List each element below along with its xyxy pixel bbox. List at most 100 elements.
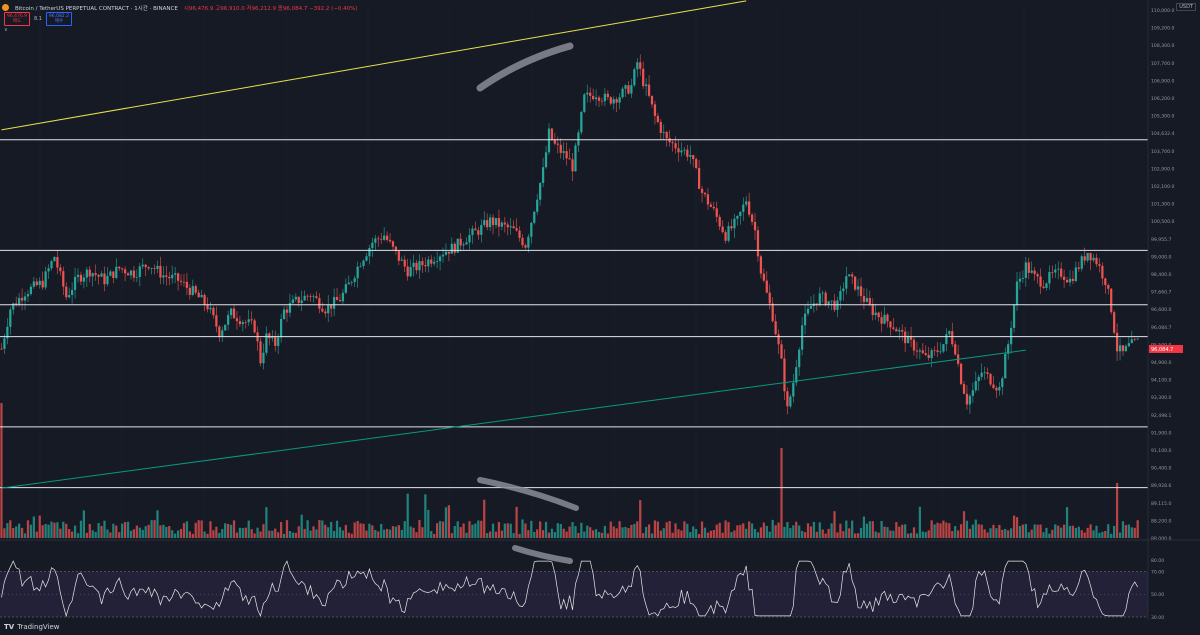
candle-body xyxy=(462,244,465,246)
tradingview-text: TradingView xyxy=(17,623,60,631)
candle-body xyxy=(553,139,556,144)
volume-bar xyxy=(465,532,468,538)
volume-bar xyxy=(171,530,174,538)
volume-bar xyxy=(1068,525,1072,538)
candle-body xyxy=(494,217,498,226)
volume-bar xyxy=(150,520,153,538)
volume-bar xyxy=(388,529,392,538)
volume-bar xyxy=(94,531,97,538)
collapse-chevron-icon[interactable]: ∨ xyxy=(4,27,8,33)
volume-bar xyxy=(453,526,456,538)
candle-body xyxy=(1136,338,1139,340)
volume-bar xyxy=(718,522,721,538)
volume-bar xyxy=(1062,524,1066,538)
volume-bar xyxy=(1118,532,1122,538)
volume-bar xyxy=(892,530,895,538)
candle-body xyxy=(977,376,980,382)
candle-body xyxy=(218,326,221,338)
candle-body xyxy=(615,99,618,103)
volume-bar xyxy=(1127,524,1130,538)
volume-bar xyxy=(0,403,3,538)
candle-body xyxy=(724,232,727,241)
candle-body xyxy=(1080,256,1083,269)
volume-bar xyxy=(441,521,445,538)
volume-bar xyxy=(112,523,115,538)
candle-body xyxy=(568,158,571,160)
volume-bar xyxy=(76,533,80,538)
volume-bar xyxy=(871,521,874,538)
candle-body xyxy=(371,242,374,249)
volume-bar xyxy=(468,521,471,538)
candle-body xyxy=(839,291,842,301)
volume-bar xyxy=(1083,532,1086,538)
candle-body xyxy=(56,257,59,268)
volume-bar xyxy=(506,523,509,538)
volume-bar xyxy=(1080,530,1083,538)
volume-bar xyxy=(650,533,654,538)
candle-body xyxy=(1004,353,1007,379)
candle-body xyxy=(244,322,247,323)
volume-bar xyxy=(300,514,303,538)
volume-bar xyxy=(1107,524,1110,538)
candle-body xyxy=(44,271,47,288)
candle-body xyxy=(824,292,827,305)
volume-bar xyxy=(918,506,921,538)
candle-body xyxy=(559,144,562,153)
volume-bar xyxy=(1004,528,1007,538)
candle-body xyxy=(856,286,860,290)
volume-bar xyxy=(121,523,124,538)
trendlines xyxy=(1,0,1026,489)
candle-body xyxy=(135,276,138,278)
symbol-title[interactable]: Bitcoin / TetherUS PERPETUAL CONTRACT · … xyxy=(15,5,178,12)
candle-body xyxy=(406,266,409,277)
candle-body xyxy=(315,296,318,299)
volume-bar xyxy=(421,527,424,538)
candle-body xyxy=(942,344,945,352)
candle-body xyxy=(9,309,12,327)
volume-bar xyxy=(459,527,462,538)
volume-bar xyxy=(859,527,863,538)
volume-bar xyxy=(945,522,948,538)
volume-bar xyxy=(927,530,930,538)
price-tick-label: 101,300.0 xyxy=(1151,202,1174,208)
currency-badge[interactable]: USDT xyxy=(1176,3,1196,11)
volume-bar xyxy=(968,528,972,538)
volume-bar xyxy=(909,532,913,538)
volume-bar xyxy=(471,524,474,538)
sell-button[interactable]: 96,476.9 매도 xyxy=(4,12,30,26)
volume-bar xyxy=(703,527,707,538)
candle-body xyxy=(915,350,919,352)
candle-body xyxy=(627,85,630,94)
candle-body xyxy=(803,313,807,326)
volume-bar xyxy=(824,533,827,538)
divergence-marker-price xyxy=(476,42,574,92)
volume-bar xyxy=(68,529,71,538)
candle-body xyxy=(1133,339,1136,341)
volume-bar xyxy=(456,521,459,538)
volume-bar xyxy=(344,524,347,538)
volume-bar xyxy=(762,522,765,538)
price-tick-label: 103,700.0 xyxy=(1151,149,1174,155)
buy-button[interactable]: 96,082.2 매수 xyxy=(45,12,72,26)
volume-bar xyxy=(986,532,989,538)
candle-body xyxy=(229,308,233,316)
candle-body xyxy=(103,273,106,285)
volume-bar xyxy=(1133,527,1136,538)
volume-bar xyxy=(212,530,215,538)
volume-bar xyxy=(59,528,62,538)
volume-bar xyxy=(765,525,768,538)
candle-body xyxy=(745,201,748,205)
candle-body xyxy=(677,148,680,153)
candle-body xyxy=(948,331,951,335)
candle-body xyxy=(606,93,609,98)
candle-body xyxy=(1074,267,1078,282)
volume-bar xyxy=(47,524,50,538)
candle-body xyxy=(1083,256,1086,261)
volume-bar xyxy=(957,530,960,538)
candle-body xyxy=(206,304,209,310)
candle-body xyxy=(527,236,530,248)
candle-body xyxy=(733,218,736,229)
volume-bar xyxy=(474,523,477,538)
candle-body xyxy=(924,353,927,355)
